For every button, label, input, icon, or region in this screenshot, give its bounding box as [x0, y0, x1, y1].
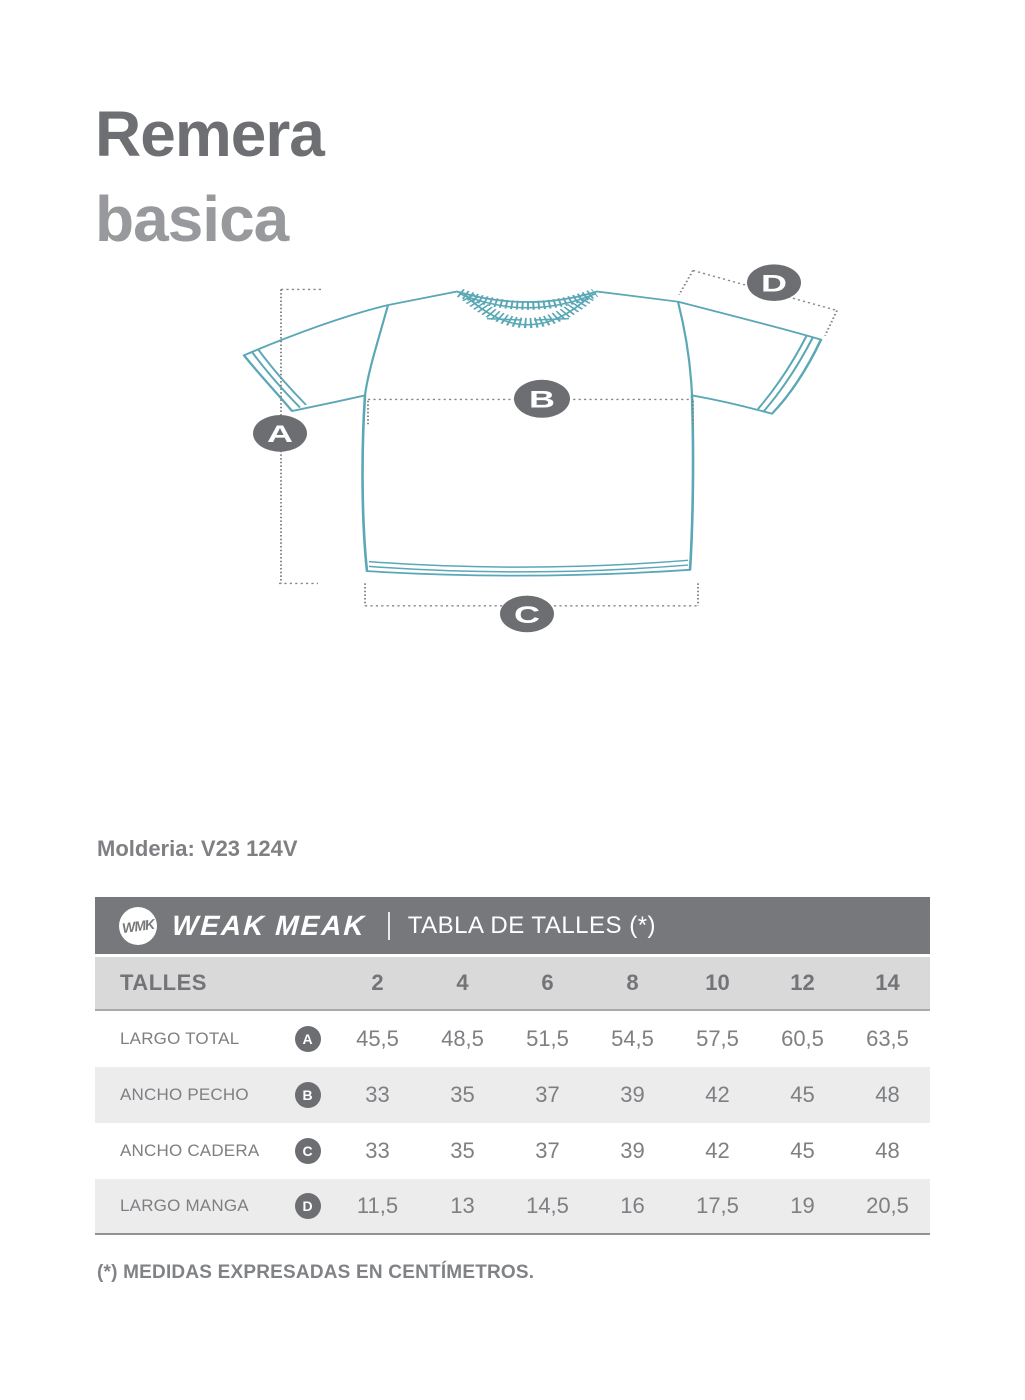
cell-value: 48 [875, 1082, 900, 1107]
units-footnote: (*) MEDIDAS EXPRESADAS EN CENTÍMETROS. [97, 1262, 535, 1283]
header-gap [95, 954, 930, 957]
row-badge-d: D [280, 1193, 335, 1219]
row-badge-letter: C [294, 1138, 321, 1164]
cell-value: 42 [705, 1082, 730, 1107]
cuff-stitch-left [251, 351, 301, 408]
size-col: 10 [705, 970, 730, 995]
size-col: 2 [371, 970, 384, 995]
size-col: 8 [626, 970, 639, 995]
measure-line-c [364, 583, 699, 607]
cuff-stitch-right [763, 336, 815, 412]
cell-value: 51,5 [526, 1026, 569, 1051]
cell-value: 39 [620, 1082, 645, 1107]
size-col: 4 [456, 970, 469, 995]
table-header-bar: WMK WEAK MEAK TABLA DE TALLES (*) [95, 897, 930, 954]
measure-line-d [678, 269, 838, 336]
cell-value: 13 [450, 1193, 475, 1218]
cell-value: 11,5 [356, 1193, 399, 1218]
row-badge-b: B [280, 1082, 335, 1108]
cell-value: 60,5 [781, 1026, 824, 1051]
row-badge-c: C [280, 1138, 335, 1164]
badge-c: C [500, 595, 554, 633]
cell-value: 48,5 [441, 1026, 484, 1051]
cell-value: 63,5 [866, 1026, 909, 1051]
cell-value: 39 [620, 1138, 645, 1163]
product-title-line1: Remera [95, 98, 325, 170]
cell-value: 33 [365, 1138, 390, 1163]
svg-text:B: B [529, 385, 555, 413]
pattern-code: Molderia: V23 124V [97, 836, 298, 861]
svg-text:A: A [267, 420, 293, 448]
table-row: LARGO TOTAL A 45,5 48,5 51,5 54,5 57,5 6… [95, 1011, 930, 1067]
row-label: LARGO MANGA [120, 1196, 249, 1215]
size-col: 12 [790, 970, 815, 995]
cell-value: 45,5 [356, 1026, 399, 1051]
svg-text:C: C [514, 601, 540, 629]
cell-value: 37 [535, 1138, 560, 1163]
cell-value: 20,5 [866, 1193, 909, 1218]
table-row: LARGO MANGA D 11,5 13 14,5 16 17,5 19 20… [95, 1179, 930, 1235]
cell-value: 35 [450, 1082, 475, 1107]
cell-value: 14,5 [526, 1193, 569, 1218]
tshirt-measurement-diagram: A B C D [242, 264, 838, 633]
row-label: LARGO TOTAL [120, 1029, 240, 1048]
brand-logo-text: WMK [121, 915, 155, 936]
cuff-stitch-right-2 [757, 334, 809, 410]
row-label: ANCHO PECHO [120, 1085, 249, 1104]
table-row: ANCHO CADERA C 33 35 37 39 42 45 48 [95, 1123, 930, 1179]
size-table: WMK WEAK MEAK TABLA DE TALLES (*) TALLES… [95, 897, 930, 1235]
armhole-seam-right [676, 301, 694, 396]
row-badge-a: A [280, 1026, 335, 1052]
hem-stitch-1 [368, 559, 689, 568]
hem-stitch-2 [368, 564, 689, 573]
cell-value: 17,5 [696, 1193, 739, 1218]
svg-text:D: D [761, 269, 787, 297]
cell-value: 37 [535, 1082, 560, 1107]
sizes-header-row: TALLES 2 4 6 8 10 12 14 [95, 957, 930, 1011]
table-row: ANCHO PECHO B 33 35 37 39 42 45 48 [95, 1067, 930, 1123]
badge-a: A [253, 415, 307, 452]
badge-b: B [514, 379, 570, 418]
table-title: TABLA DE TALLES (*) [407, 911, 657, 939]
header-divider [387, 911, 390, 940]
cell-value: 19 [790, 1193, 815, 1218]
size-col: 14 [875, 970, 900, 995]
armhole-seam-left [363, 304, 390, 396]
cell-value: 16 [620, 1193, 645, 1218]
row-label: ANCHO CADERA [120, 1141, 260, 1160]
cell-value: 45 [790, 1082, 815, 1107]
page-title: Remera basica [95, 92, 325, 262]
cell-value: 35 [450, 1138, 475, 1163]
product-title-line2: basica [95, 183, 289, 255]
tshirt-outline [242, 290, 823, 577]
cell-value: 45 [790, 1138, 815, 1163]
sizes-label: TALLES [120, 970, 207, 995]
cuff-stitch-left-2 [257, 348, 307, 406]
row-badge-letter: B [294, 1082, 321, 1108]
cell-value: 54,5 [611, 1026, 654, 1051]
brand-name: WEAK MEAK [171, 909, 367, 941]
badge-d: D [747, 264, 801, 302]
cell-value: 42 [705, 1138, 730, 1163]
cell-value: 48 [875, 1138, 900, 1163]
size-col: 6 [541, 970, 554, 995]
cell-value: 33 [365, 1082, 390, 1107]
collar-front-edge [464, 294, 592, 326]
row-badge-letter: A [294, 1026, 321, 1052]
row-badge-letter: D [294, 1193, 321, 1219]
cell-value: 57,5 [696, 1026, 739, 1051]
brand-logo-icon: WMK [119, 906, 157, 945]
